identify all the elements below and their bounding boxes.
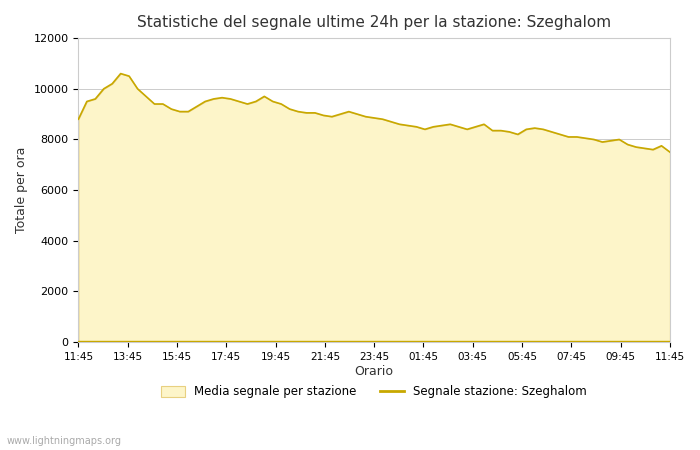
Text: www.lightningmaps.org: www.lightningmaps.org	[7, 436, 122, 446]
X-axis label: Orario: Orario	[355, 364, 393, 378]
Title: Statistiche del segnale ultime 24h per la stazione: Szeghalom: Statistiche del segnale ultime 24h per l…	[137, 15, 611, 30]
Legend: Media segnale per stazione, Segnale stazione: Szeghalom: Media segnale per stazione, Segnale staz…	[157, 381, 592, 403]
Y-axis label: Totale per ora: Totale per ora	[15, 147, 28, 234]
